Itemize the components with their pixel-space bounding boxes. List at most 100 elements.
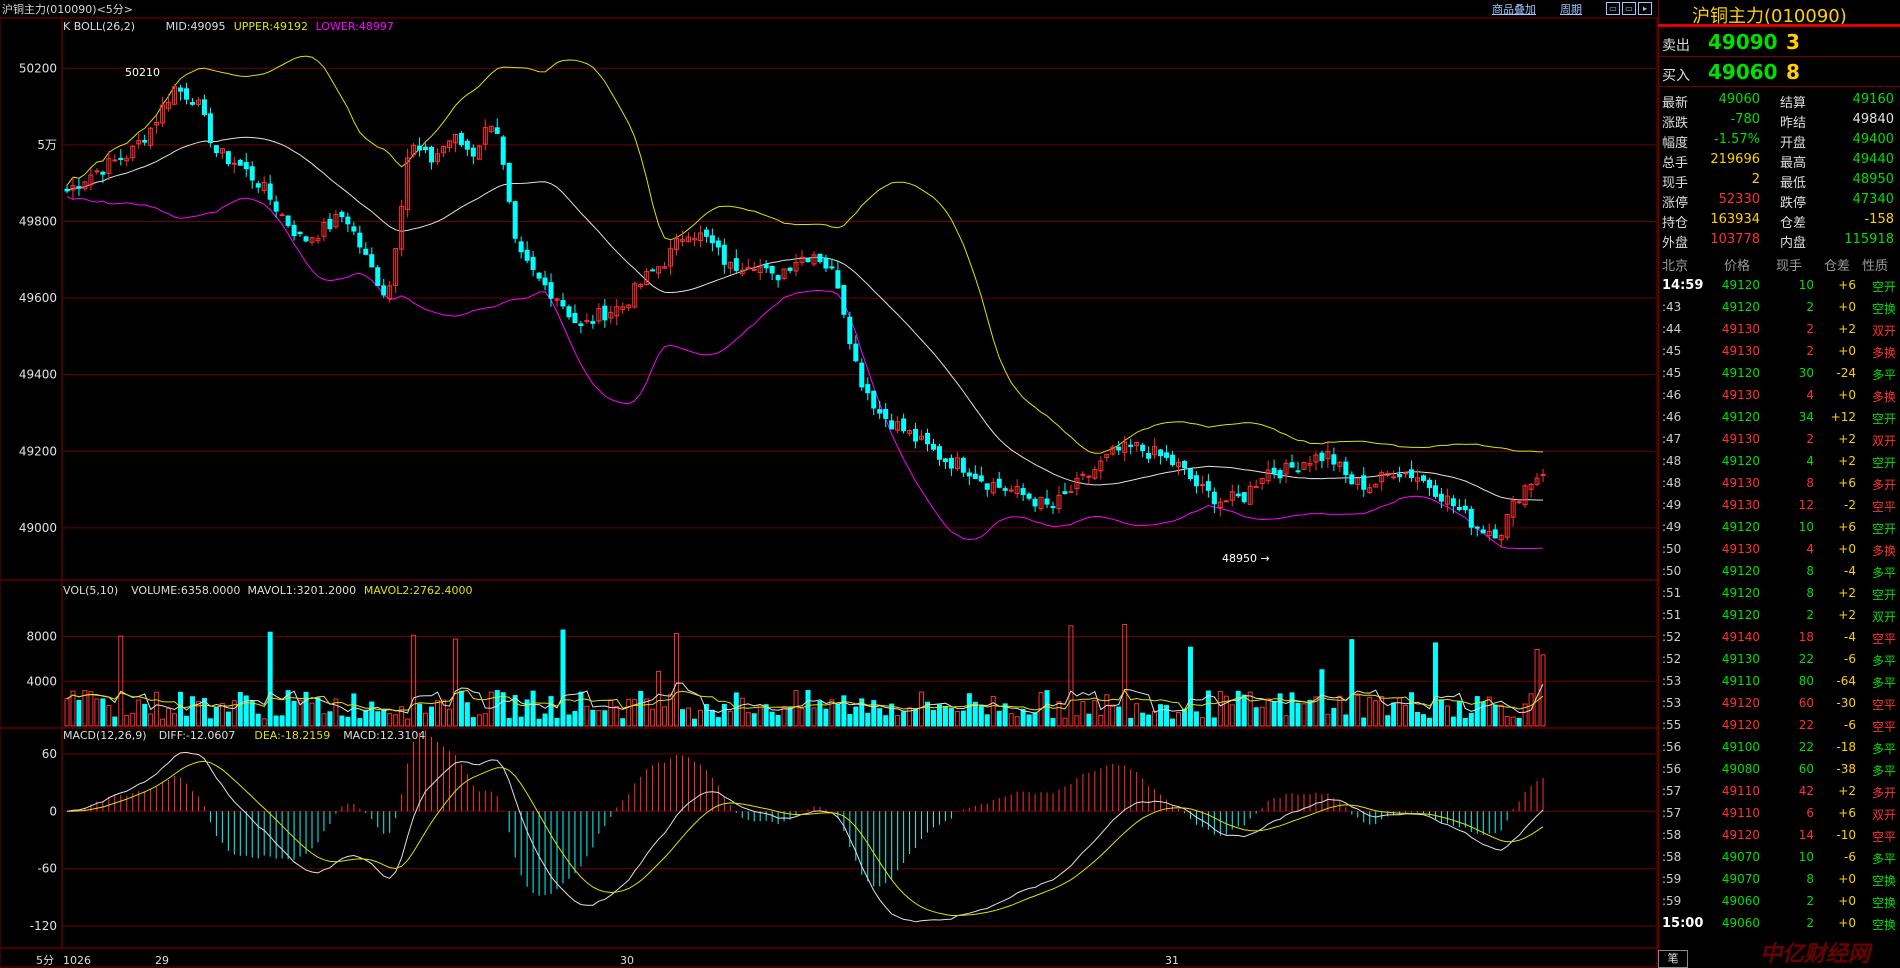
- tick-oi: +2: [1838, 608, 1856, 622]
- tick-row: :45 49120 30 -24 多平: [1658, 362, 1900, 384]
- tick-qty: 60: [1798, 696, 1814, 710]
- volume-bar: [1486, 696, 1492, 727]
- tick-nature: 空换: [1871, 896, 1896, 910]
- volume-bar: [560, 629, 566, 727]
- kline-chart[interactable]: 50200 5万 49800 49600 49400 49200 49000 8000 4000…: [0, 18, 1658, 968]
- candle-body: [1205, 481, 1211, 491]
- volume-bar: [1217, 690, 1223, 727]
- ask-row: 卖出 49090 3: [1658, 27, 1900, 57]
- candle-body: [405, 157, 411, 211]
- tick-time: 15:00: [1662, 916, 1704, 931]
- ticks-header-time: 北京: [1662, 259, 1689, 274]
- panel-toggle-icon[interactable]: ▸: [1638, 2, 1652, 15]
- candle-body: [1241, 492, 1247, 503]
- candle-body: [207, 113, 213, 144]
- volume-bar: [668, 693, 674, 727]
- candle-body: [566, 306, 572, 318]
- tick-qty: 2: [1806, 344, 1814, 358]
- tick-qty: 2: [1806, 432, 1814, 446]
- volume-bar: [1050, 718, 1056, 727]
- instrument-header: 沪铜主力(010090): [1658, 0, 1900, 27]
- volume-bar: [793, 690, 799, 727]
- candle-body: [1122, 441, 1128, 453]
- volume-bar: [691, 718, 697, 727]
- volume-bar: [602, 710, 608, 727]
- quote-value: -780: [1730, 112, 1760, 127]
- tick-price: 49070: [1721, 850, 1760, 864]
- volume-bar: [674, 633, 680, 727]
- candle-body: [644, 270, 650, 286]
- quote-row: 持仓 163934 仓差 -158: [1658, 210, 1900, 231]
- volume-bar: [172, 713, 178, 727]
- volume-bar: [1026, 714, 1032, 727]
- volume-bar: [936, 704, 942, 727]
- date-label: 1026: [63, 954, 91, 967]
- volume-bar: [1152, 710, 1158, 727]
- candle-body: [1528, 484, 1534, 490]
- volume-bar: [1498, 704, 1504, 727]
- tick-oi: +12: [1830, 410, 1856, 424]
- volume-bar: [1199, 717, 1205, 727]
- candle-body: [919, 435, 925, 440]
- volume-bar: [243, 695, 249, 727]
- candle-body: [1504, 514, 1510, 538]
- ask-qty: 3: [1786, 30, 1800, 54]
- volume-bar: [488, 691, 494, 727]
- candle-body: [1032, 498, 1038, 507]
- quote-value-2: 49400: [1852, 132, 1894, 147]
- layout-icon[interactable]: ▭: [1606, 2, 1620, 15]
- quote-label-2: 昨结: [1780, 116, 1807, 131]
- date-label: 29: [155, 954, 169, 967]
- volume-bar: [321, 713, 327, 727]
- tick-row: :43 49120 2 +0 空换: [1658, 296, 1900, 318]
- candle-body: [1361, 475, 1367, 490]
- candle-body: [1056, 494, 1062, 510]
- candle-body: [662, 266, 668, 269]
- tick-time: :56: [1662, 740, 1682, 754]
- quote-row: 总手 219696 最高 49440: [1658, 150, 1900, 171]
- tick-price: 49120: [1721, 520, 1760, 534]
- tick-qty: 80: [1798, 674, 1814, 688]
- tick-time: 14:59: [1662, 278, 1704, 293]
- candle-body: [518, 241, 524, 253]
- tick-row: :58 49120 14 -10 空平: [1658, 824, 1900, 846]
- quote-label-2: 内盘: [1780, 236, 1807, 251]
- candle-body: [865, 384, 871, 394]
- quote-value-2: 115918: [1844, 232, 1894, 247]
- volume-bar: [966, 693, 972, 727]
- candle-body: [745, 266, 751, 270]
- vol-tick-label: 4000: [26, 674, 57, 688]
- tick-time: :51: [1662, 586, 1682, 600]
- candle-body: [1020, 488, 1026, 495]
- volume-bar: [399, 706, 405, 727]
- zoom-icon[interactable]: ▭: [1622, 2, 1636, 15]
- candle-body: [554, 298, 560, 301]
- tab-ticks[interactable]: 笔: [1658, 950, 1688, 968]
- volume-bar: [829, 699, 835, 727]
- overlay-button[interactable]: 商品叠加: [1492, 3, 1536, 16]
- volume-bar: [942, 705, 948, 727]
- candle-body: [1510, 500, 1516, 518]
- period-button[interactable]: 周期: [1560, 3, 1582, 16]
- tick-row: :56 49100 22 -18 多平: [1658, 736, 1900, 758]
- volume-bar: [1438, 699, 1444, 727]
- bid-qty: 8: [1786, 60, 1800, 84]
- candle-body: [1050, 506, 1056, 509]
- candle-body: [775, 275, 781, 281]
- volume-bar: [446, 708, 452, 727]
- candle-body: [841, 284, 847, 315]
- volume-bar: [1331, 707, 1337, 727]
- volume-bar: [1098, 714, 1104, 727]
- tick-oi: +2: [1838, 322, 1856, 336]
- tick-qty: 4: [1806, 388, 1814, 402]
- tick-row: :59 49060 2 +0 空换: [1658, 890, 1900, 912]
- candle-body: [327, 218, 333, 230]
- tick-qty: 42: [1798, 784, 1814, 798]
- tick-row: :52 49130 22 -6 多平: [1658, 648, 1900, 670]
- tick-oi: +0: [1838, 916, 1856, 930]
- candle-body: [64, 188, 70, 192]
- volume-bar: [1415, 711, 1421, 727]
- tick-nature: 空平: [1871, 720, 1896, 734]
- quote-label: 涨停: [1662, 196, 1689, 211]
- candle-body: [536, 272, 542, 279]
